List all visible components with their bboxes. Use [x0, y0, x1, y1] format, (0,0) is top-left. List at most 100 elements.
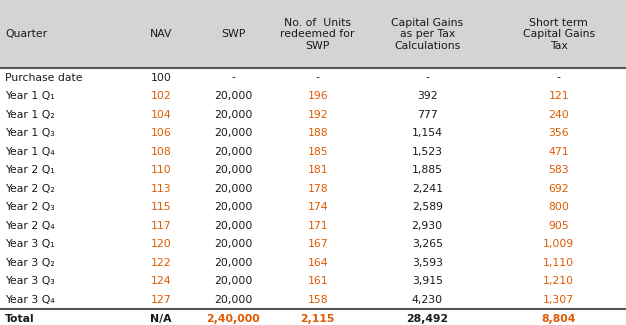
Text: 20,000: 20,000 [214, 276, 252, 286]
Bar [272, 105, 363, 124]
Text: Year 3 Q₃: Year 3 Q₃ [5, 276, 54, 286]
Bar [272, 161, 363, 179]
Text: -: - [557, 72, 561, 83]
Bar [491, 235, 626, 254]
Text: Year 3 Q₂: Year 3 Q₂ [5, 258, 54, 268]
Text: 2,930: 2,930 [412, 221, 443, 231]
Bar [0, 161, 128, 179]
Bar [491, 291, 626, 309]
Bar [272, 272, 363, 291]
Text: 583: 583 [548, 165, 569, 175]
Bar [128, 198, 194, 216]
Bar [194, 68, 272, 87]
Bar [272, 179, 363, 198]
Bar [128, 179, 194, 198]
Text: 1,307: 1,307 [543, 295, 574, 305]
Text: 1,210: 1,210 [543, 276, 574, 286]
Text: 20,000: 20,000 [214, 184, 252, 194]
Text: -: - [316, 72, 320, 83]
Text: 122: 122 [151, 258, 172, 268]
Text: 1,523: 1,523 [412, 147, 443, 157]
Text: Year 3 Q₄: Year 3 Q₄ [5, 295, 54, 305]
Bar [363, 198, 491, 216]
Text: Year 3 Q₁: Year 3 Q₁ [5, 239, 54, 249]
Bar [363, 105, 491, 124]
Text: 127: 127 [151, 295, 172, 305]
Text: Quarter: Quarter [5, 29, 47, 39]
Bar [363, 216, 491, 235]
Text: 20,000: 20,000 [214, 239, 252, 249]
Text: 192: 192 [307, 110, 328, 120]
Bar [194, 291, 272, 309]
Bar [0, 179, 128, 198]
Bar [128, 142, 194, 161]
Bar [128, 105, 194, 124]
Text: 124: 124 [151, 276, 172, 286]
Text: 164: 164 [307, 258, 328, 268]
Text: 4,230: 4,230 [412, 295, 443, 305]
Text: Year 1 Q₄: Year 1 Q₄ [5, 147, 54, 157]
Text: 121: 121 [548, 91, 569, 101]
Text: 392: 392 [417, 91, 438, 101]
Bar [0, 142, 128, 161]
Bar [194, 254, 272, 272]
Text: 117: 117 [151, 221, 172, 231]
Text: 178: 178 [307, 184, 328, 194]
Text: -: - [425, 72, 429, 83]
Bar [491, 254, 626, 272]
Bar [363, 309, 491, 325]
Bar [194, 272, 272, 291]
Bar [491, 272, 626, 291]
Text: 20,000: 20,000 [214, 202, 252, 212]
Text: 3,915: 3,915 [412, 276, 443, 286]
Text: 20,000: 20,000 [214, 165, 252, 175]
Text: 158: 158 [307, 295, 328, 305]
Text: 356: 356 [548, 128, 569, 138]
Text: SWP: SWP [221, 29, 245, 39]
Bar [128, 161, 194, 179]
Text: Year 2 Q₃: Year 2 Q₃ [5, 202, 54, 212]
Bar [128, 0, 194, 68]
Text: 2,115: 2,115 [300, 314, 335, 324]
Bar [194, 179, 272, 198]
Text: 20,000: 20,000 [214, 295, 252, 305]
Text: 471: 471 [548, 147, 569, 157]
Bar [0, 105, 128, 124]
Text: 188: 188 [307, 128, 328, 138]
Text: 20,000: 20,000 [214, 221, 252, 231]
Bar [272, 309, 363, 325]
Text: 100: 100 [151, 72, 172, 83]
Bar [272, 291, 363, 309]
Text: 115: 115 [151, 202, 172, 212]
Bar [363, 0, 491, 68]
Bar [491, 179, 626, 198]
Bar [272, 142, 363, 161]
Text: 161: 161 [307, 276, 328, 286]
Text: 102: 102 [151, 91, 172, 101]
Text: 692: 692 [548, 184, 569, 194]
Text: 20,000: 20,000 [214, 91, 252, 101]
Bar [194, 235, 272, 254]
Bar [491, 0, 626, 68]
Text: 20,000: 20,000 [214, 147, 252, 157]
Text: 174: 174 [307, 202, 328, 212]
Bar [272, 124, 363, 142]
Text: 1,009: 1,009 [543, 239, 574, 249]
Text: Purchase date: Purchase date [5, 72, 83, 83]
Bar [194, 216, 272, 235]
Bar [128, 124, 194, 142]
Bar [194, 105, 272, 124]
Text: Capital Gains
as per Tax
Calculations: Capital Gains as per Tax Calculations [391, 18, 463, 51]
Text: 20,000: 20,000 [214, 110, 252, 120]
Text: Year 1 Q₃: Year 1 Q₃ [5, 128, 54, 138]
Bar [194, 142, 272, 161]
Text: 905: 905 [548, 221, 569, 231]
Text: 800: 800 [548, 202, 569, 212]
Text: 167: 167 [307, 239, 328, 249]
Text: 20,000: 20,000 [214, 258, 252, 268]
Bar [194, 198, 272, 216]
Bar [272, 216, 363, 235]
Bar [128, 235, 194, 254]
Bar [272, 198, 363, 216]
Bar [491, 216, 626, 235]
